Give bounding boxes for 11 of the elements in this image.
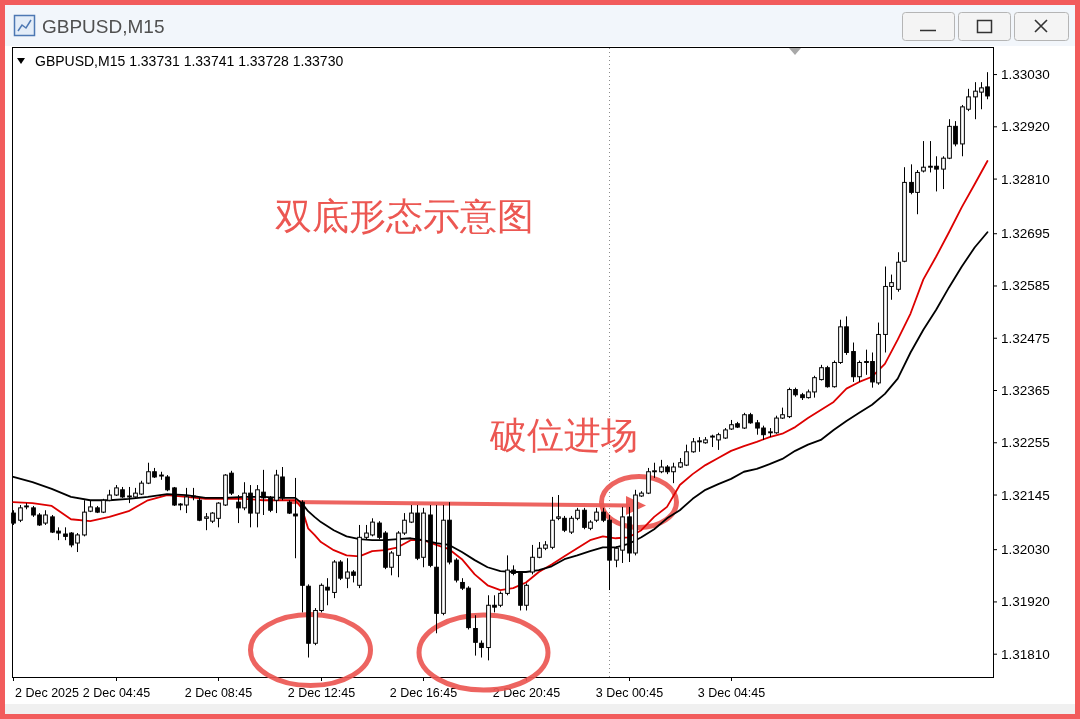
x-tick-label: 2 Dec 08:45 bbox=[184, 686, 253, 700]
x-tick-label: 3 Dec 04:45 bbox=[697, 686, 766, 700]
annotation: 双底形态示意图 bbox=[275, 196, 534, 237]
annotation: 破位进场 bbox=[489, 415, 638, 456]
text: 2 Dec 2025 bbox=[15, 686, 79, 700]
x-tick-label: 2 Dec 12:45 bbox=[287, 686, 356, 700]
x-tick-label: 2 Dec 16:45 bbox=[389, 686, 458, 700]
x-tick-label: 3 Dec 00:45 bbox=[595, 686, 664, 700]
chart-subtitle: GBPUSD,M15 1.33731 1.33741 1.33728 1.33730 bbox=[35, 53, 344, 69]
chart-title: GBPUSD,M15 bbox=[42, 16, 165, 37]
x-tick-label: 2 Dec 04:45 bbox=[82, 686, 151, 700]
